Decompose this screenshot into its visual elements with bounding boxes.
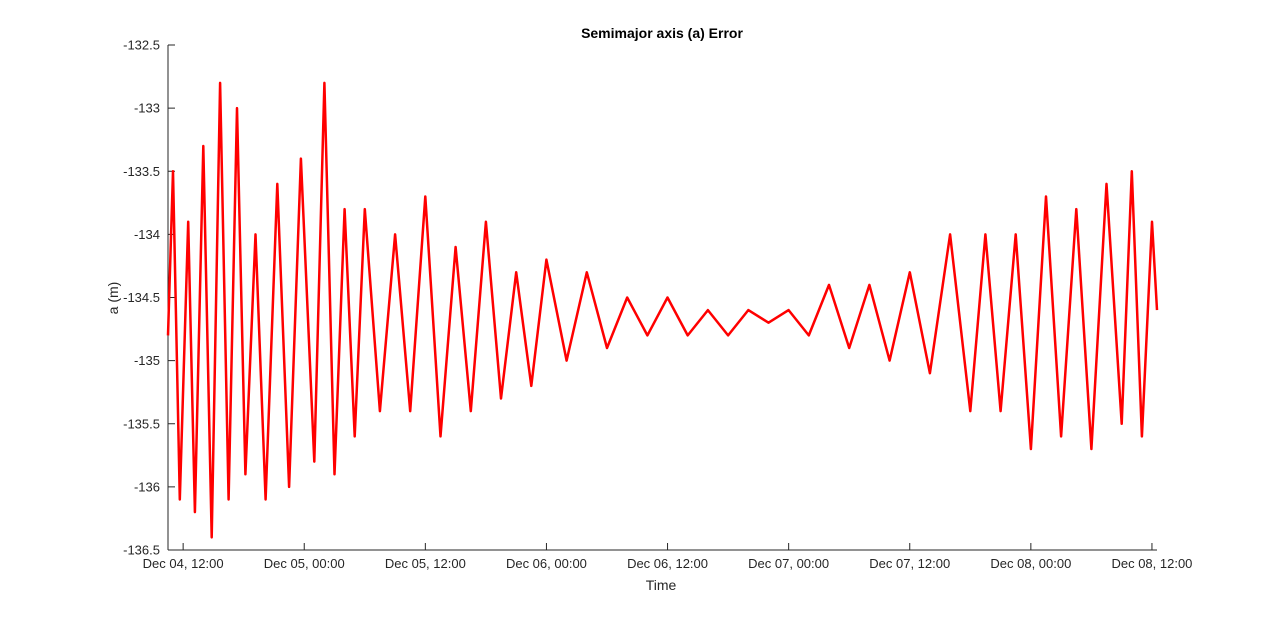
y-tick-label: -136.5 — [123, 543, 160, 558]
y-tick-label: -135 — [134, 353, 160, 368]
y-tick-label: -134 — [134, 227, 160, 242]
y-tick-label: -135.5 — [123, 416, 160, 431]
y-axis-label: a (m) — [105, 282, 121, 315]
series-group — [166, 81, 1159, 539]
series-line — [166, 81, 1159, 539]
chart-title: Semimajor axis (a) Error — [581, 25, 743, 41]
y-tick-label: -133 — [134, 101, 160, 116]
y-tick-label: -132.5 — [123, 38, 160, 53]
x-tick-label: Dec 05, 12:00 — [385, 556, 466, 571]
x-tick-label: Dec 04, 12:00 — [143, 556, 224, 571]
y-tick-label: -133.5 — [123, 164, 160, 179]
y-tick-label: -134.5 — [123, 290, 160, 305]
x-tick-label: Dec 05, 00:00 — [264, 556, 345, 571]
y-tick-label: -136 — [134, 479, 160, 494]
x-tick-label: Dec 06, 00:00 — [506, 556, 587, 571]
x-tick-label: Dec 08, 00:00 — [990, 556, 1071, 571]
axes: -132.5 -133 -133.5 -134 -134.5 -135 -135.5 -136… — [123, 38, 1192, 572]
x-tick-label: Dec 07, 00:00 — [748, 556, 829, 571]
x-tick-label: Dec 07, 12:00 — [869, 556, 950, 571]
x-tick-label: Dec 06, 12:00 — [627, 556, 708, 571]
x-tick-label: Dec 08, 12:00 — [1111, 556, 1192, 571]
x-axis-label: Time — [646, 577, 677, 593]
